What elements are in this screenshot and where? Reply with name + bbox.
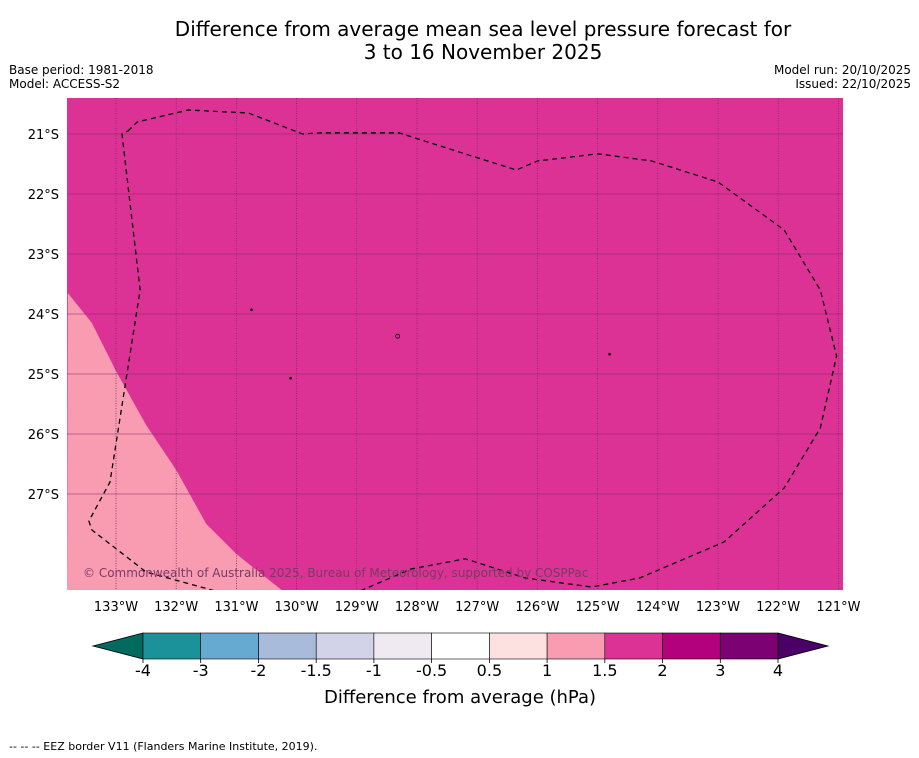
x-tick-label: 125°W <box>576 600 620 615</box>
axis-layer: 133°W 132°W 131°W 130°W 129°W 128°W 127°W 126°W… <box>28 128 861 615</box>
x-tick-label: 127°W <box>455 600 499 615</box>
colorbar-tick-label: 3 <box>715 661 725 680</box>
colorbar-tick-label: -3 <box>193 661 209 680</box>
y-tick-label: 27°S <box>28 488 59 503</box>
base-period-label: Base period: 1981-2018 <box>9 63 154 77</box>
map-layer <box>67 98 843 590</box>
x-tick-label: 130°W <box>275 600 319 615</box>
colorbar-extend-low <box>91 632 144 660</box>
anomaly-region-low <box>67 293 282 590</box>
island-1 <box>395 333 401 339</box>
y-tick-label: 21°S <box>28 128 59 143</box>
colorbar-swatch <box>200 632 259 660</box>
x-tick-label: 128°W <box>395 600 439 615</box>
colorbar-tick-label: 1.5 <box>592 661 617 680</box>
island-0 <box>250 308 253 312</box>
colorbar-tick-label: 0.5 <box>477 661 502 680</box>
model-run-label: Model run: 20/10/2025 <box>773 63 911 77</box>
colorbar-swatch <box>719 632 779 660</box>
colorbar-extend-high <box>777 632 830 660</box>
x-tick-label: 121°W <box>816 600 860 615</box>
x-tick-label: 129°W <box>335 600 379 615</box>
colorbar-tick-label: -4 <box>135 661 151 680</box>
colorbar-swatch <box>142 632 202 660</box>
model-label: Model: ACCESS-S2 <box>9 77 121 91</box>
colorbar: -4 -3 -2 -1.5 -1 -0.5 0.5 1 1.5 2 3 4 <box>91 632 830 680</box>
meta-left: Base period: 1981-2018 Model: ACCESS-S2 <box>9 63 154 91</box>
colorbar-tick-label: 1 <box>542 661 552 680</box>
colorbar-swatch <box>662 632 721 660</box>
colorbar-tick-label: 4 <box>773 661 783 680</box>
x-tick-label: 126°W <box>515 600 559 615</box>
colorbar-swatch <box>489 632 548 660</box>
x-tick-label: 133°W <box>94 600 138 615</box>
x-tick-label: 132°W <box>154 600 198 615</box>
colorbar-tick-label: -1.5 <box>301 661 332 680</box>
colorbar-swatch <box>604 632 663 660</box>
chart-title-line1: Difference from average mean sea level p… <box>174 17 792 41</box>
copyright-text: © Commonwealth of Australia 2025, Bureau… <box>83 566 588 580</box>
y-tick-label: 23°S <box>28 248 59 263</box>
y-tick-label: 26°S <box>28 428 59 443</box>
colorbar-swatch <box>546 632 606 660</box>
colorbar-label: Difference from average (hPa) <box>324 687 596 708</box>
colorbar-swatch <box>315 632 375 660</box>
colorbar-swatch <box>431 632 490 660</box>
x-tick-label: 122°W <box>756 600 800 615</box>
chart-title-line2: 3 to 16 November 2025 <box>363 40 603 64</box>
y-tick-label: 22°S <box>28 188 59 203</box>
x-tick-label: 123°W <box>696 600 740 615</box>
x-tick-label: 131°W <box>214 600 258 615</box>
island-3 <box>608 352 611 356</box>
x-tick-label: 124°W <box>636 600 680 615</box>
eez-footer-note: -- -- -- EEZ border V11 (Flanders Marine… <box>9 740 318 753</box>
y-tick-label: 24°S <box>28 308 59 323</box>
island-2 <box>289 376 292 380</box>
colorbar-tick-label: -0.5 <box>416 661 447 680</box>
y-tick-label: 25°S <box>28 368 59 383</box>
colorbar-swatch <box>258 632 317 660</box>
meta-right: Model run: 20/10/2025 Issued: 22/10/2025 <box>774 63 911 91</box>
colorbar-tick-label: -2 <box>251 661 267 680</box>
colorbar-tick-label: -1 <box>366 661 382 680</box>
issued-label: Issued: 22/10/2025 <box>795 77 911 91</box>
colorbar-swatch <box>373 632 432 660</box>
eez-border <box>88 109 838 590</box>
chart-title: Difference from average mean sea level p… <box>0 18 919 64</box>
colorbar-tick-label: 2 <box>657 661 667 680</box>
